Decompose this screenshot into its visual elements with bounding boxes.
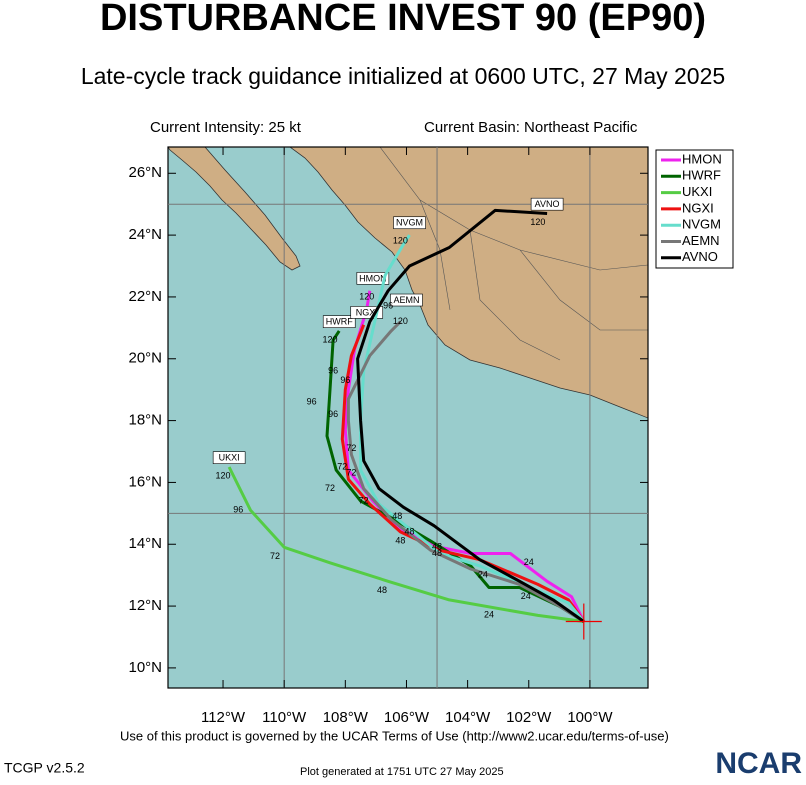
forecast-hour: 120 [530,217,545,227]
legend-label: NGXI [682,200,714,215]
forecast-hour: 120 [359,291,374,301]
lat-tick-label: 24°N [128,226,162,243]
track-line [340,324,586,623]
forecast-hour: 72 [325,483,335,493]
forecast-hour: 120 [323,335,338,345]
forecast-hour: 24 [484,610,494,620]
forecast-hour: 48 [395,536,405,546]
legend-label: NVGM [682,217,721,232]
lon-tick-label: 100°W [567,709,613,726]
legend-label: AVNO [682,249,718,264]
legend-label: HMON [682,151,722,166]
model-label: NGXI [356,307,378,317]
lon-tick-label: 110°W [262,709,307,726]
model-label-box [530,197,564,211]
track-line [227,466,584,623]
forecast-hour: 120 [393,316,408,326]
forecast-hour: 72 [337,461,347,471]
state-borders [379,147,648,361]
lon-tick-label: 112°W [201,709,246,726]
forecast-hour: 48 [377,585,387,595]
model-label-box [393,216,426,230]
forecast-hour: 72 [270,551,280,561]
baja-california [168,147,301,271]
model-label: UKXI [219,453,240,463]
model-label: NVGM [396,218,423,228]
lat-tick-label: 12°N [128,597,162,614]
lat-tick-label: 16°N [128,473,162,490]
overlay: HMONHWRFUKXINGXINVGMAEMNAVNO120120969696… [168,147,648,688]
forecast-hour: 96 [328,409,338,419]
lat-tick-label: 10°N [128,659,162,676]
basin: Current Basin: Northeast Pacific [424,119,638,136]
map-frame [167,146,649,689]
model-label: AVNO [535,199,560,209]
forecast-hour: 48 [405,526,415,536]
forecast-hour: 48 [432,542,442,552]
lat-tick-label: 20°N [128,350,162,367]
lon-tick-label: 102°W [506,709,552,726]
logo: NCAR [715,747,802,780]
forecast-hour: 120 [216,471,231,481]
track-line [325,330,585,623]
forecast-hour: 96 [307,396,317,406]
lon-tick-label: 106°W [384,709,430,726]
track-line [346,320,585,623]
legend-label: UKXI [682,184,712,199]
model-label-box [356,272,390,285]
model-label: HWRF [326,317,353,327]
version: TCGP v2.5.2 [4,760,85,776]
legend-label: AEMN [682,233,720,248]
terms: Use of this product is governed by the U… [120,728,669,743]
model-label-box [212,451,246,464]
lat-tick-label: 18°N [128,412,162,429]
forecast-hour: 72 [346,468,356,478]
lon-tick-label: 108°W [323,709,369,726]
lon-tick-label: 104°W [445,709,491,726]
forecast-hour: 48 [432,548,442,558]
forecast-hour: 24 [478,570,488,580]
lat-tick-label: 14°N [128,535,162,552]
model-label: AEMN [393,295,419,305]
forecast-hour: 48 [392,511,402,521]
mainland [289,147,648,419]
forecast-hour: 96 [328,366,338,376]
model-label-box [390,293,423,307]
subtitle: Late-cycle track guidance initialized at… [81,63,725,89]
forecast-hour: 96 [233,505,243,515]
intensity: Current Intensity: 25 kt [150,119,302,136]
model-label: HMON [359,273,387,283]
model-label-box [322,315,356,328]
track-line [356,208,585,623]
forecast-hour: 96 [340,375,350,385]
forecast-hour: 72 [346,443,356,453]
lat-tick-label: 26°N [128,164,162,181]
title: DISTURBANCE INVEST 90 (EP90) [100,0,706,39]
generated: Plot generated at 1751 UTC 27 May 2025 [300,766,504,778]
lat-tick-label: 22°N [128,288,162,305]
legend-label: HWRF [682,168,721,183]
forecast-hour: 72 [359,495,369,505]
forecast-hour: 24 [521,591,531,601]
forecast-hour: 120 [393,236,408,246]
forecast-hour: 24 [524,557,534,567]
forecast-hour: 96 [383,301,393,311]
